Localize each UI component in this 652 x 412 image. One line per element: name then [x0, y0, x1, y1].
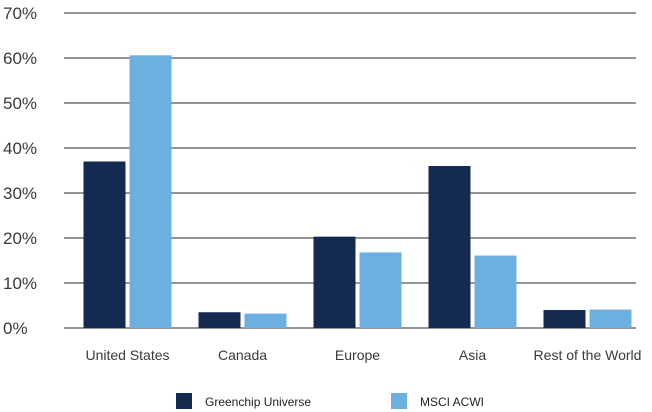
- y-tick-label: 40%: [3, 139, 37, 158]
- x-category-label: Rest of the World: [534, 347, 642, 363]
- bar-greenchip-universe-asia: [428, 166, 471, 328]
- y-tick-label: 20%: [3, 229, 37, 248]
- bars: [83, 55, 632, 329]
- bar-msci-acwi-rest-of-the-world: [589, 309, 632, 328]
- bar-greenchip-universe-canada: [198, 312, 241, 328]
- bar-msci-acwi-europe: [359, 252, 402, 328]
- x-category-label: Europe: [335, 347, 380, 363]
- legend-label: Greenchip Universe: [205, 395, 311, 409]
- y-tick-label: 70%: [3, 4, 37, 23]
- legend: Greenchip Universe MSCI ACWI: [176, 393, 484, 409]
- y-tick-label: 50%: [3, 94, 37, 113]
- bar-greenchip-universe-rest-of-the-world: [543, 310, 586, 328]
- y-tick-label: 10%: [3, 274, 37, 293]
- x-category-label: Asia: [459, 347, 486, 363]
- bar-msci-acwi-canada: [244, 313, 287, 328]
- bar-greenchip-universe-europe: [313, 236, 356, 328]
- legend-swatch: [391, 393, 407, 409]
- bar-msci-acwi-asia: [474, 255, 517, 328]
- x-axis-category-labels: United States Canada Europe Asia Rest of the…: [85, 347, 641, 363]
- y-tick-label: 0%: [3, 319, 28, 338]
- legend-label: MSCI ACWI: [420, 395, 484, 409]
- y-tick-label: 30%: [3, 184, 37, 203]
- y-axis-tick-labels: 0% 10% 20% 30% 40% 50% 60% 70%: [3, 4, 37, 338]
- x-category-label: United States: [85, 347, 169, 363]
- legend-swatch: [176, 393, 192, 409]
- bar-msci-acwi-united-states: [129, 55, 172, 329]
- x-category-label: Canada: [218, 347, 267, 363]
- bar-greenchip-universe-united-states: [83, 161, 126, 328]
- y-tick-label: 60%: [3, 49, 37, 68]
